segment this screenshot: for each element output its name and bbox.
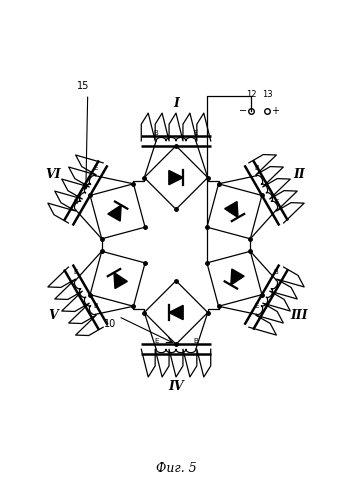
Text: 15: 15 bbox=[77, 82, 89, 92]
Text: B: B bbox=[274, 269, 279, 275]
Text: 10: 10 bbox=[104, 320, 116, 330]
Text: B: B bbox=[193, 338, 198, 344]
Text: −: − bbox=[239, 106, 247, 116]
Text: VI: VI bbox=[45, 168, 61, 180]
Polygon shape bbox=[225, 202, 238, 218]
Text: 12: 12 bbox=[246, 90, 257, 99]
Text: II: II bbox=[293, 168, 305, 180]
Text: B: B bbox=[73, 199, 78, 205]
Text: E: E bbox=[154, 338, 158, 344]
Text: B: B bbox=[93, 304, 98, 310]
Polygon shape bbox=[108, 205, 121, 221]
Polygon shape bbox=[114, 272, 127, 288]
Polygon shape bbox=[169, 170, 183, 184]
Text: III: III bbox=[290, 310, 308, 322]
Text: E: E bbox=[74, 269, 78, 275]
Text: E: E bbox=[254, 304, 258, 310]
Text: IV: IV bbox=[168, 380, 184, 394]
Text: +: + bbox=[271, 106, 279, 116]
Text: V: V bbox=[48, 310, 58, 322]
Polygon shape bbox=[169, 306, 183, 320]
Text: B: B bbox=[254, 165, 259, 171]
Text: E: E bbox=[194, 130, 198, 136]
Text: 13: 13 bbox=[262, 90, 273, 99]
Text: B: B bbox=[154, 130, 158, 136]
Text: E: E bbox=[94, 165, 98, 171]
Text: I: I bbox=[173, 96, 179, 110]
Polygon shape bbox=[231, 269, 244, 285]
Text: Фиг. 5: Фиг. 5 bbox=[156, 462, 196, 475]
Text: E: E bbox=[274, 199, 278, 205]
